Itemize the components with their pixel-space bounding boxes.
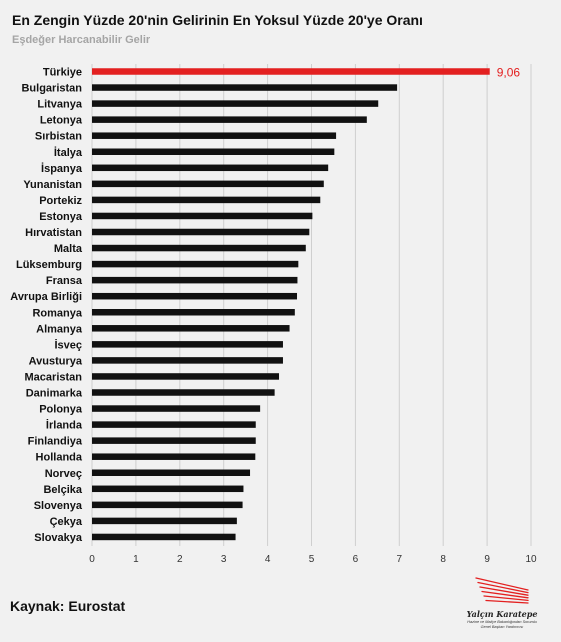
- category-label: Norveç: [45, 468, 82, 480]
- bar: [92, 517, 237, 525]
- chart-subtitle: Eşdeğer Harcanabilir Gelir: [12, 34, 151, 46]
- bar: [92, 260, 299, 268]
- fan-lines-icon: [475, 577, 529, 604]
- bar: [92, 501, 243, 509]
- category-label: Fransa: [46, 275, 83, 287]
- gridlines: [91, 64, 532, 546]
- bar: [92, 212, 313, 220]
- bar: [92, 164, 329, 172]
- logo-line-1: Hazine ve Maliye Bakanlığından Sorumlu: [467, 620, 537, 624]
- category-label: Hollanda: [36, 452, 83, 464]
- bar: [92, 116, 367, 123]
- bar: [92, 437, 256, 444]
- value-label: 9,06: [497, 66, 521, 80]
- x-tick-label: 6: [353, 554, 359, 565]
- bar: [92, 309, 295, 316]
- x-tick-label: 4: [265, 554, 271, 565]
- bar: [92, 453, 256, 460]
- x-tick-label: 0: [89, 554, 95, 565]
- bar: [92, 180, 324, 188]
- category-labels: Türkiye 9,06 Bulgaristan Litvanya Letonya Sır…: [10, 66, 520, 544]
- category-label: İsveç: [54, 338, 82, 351]
- category-label: Slovenya: [34, 500, 83, 512]
- x-tick-label: 8: [440, 554, 446, 565]
- category-label: Macaristan: [25, 371, 83, 383]
- bar: [92, 469, 251, 476]
- category-label: Sırbistan: [35, 131, 82, 143]
- x-tick-label: 5: [309, 554, 315, 565]
- bar: [92, 405, 261, 412]
- category-label: Türkiye: [43, 67, 82, 79]
- category-label: Portekiz: [39, 195, 82, 207]
- logo-name: Yalçın Karatepe: [466, 609, 538, 619]
- category-label: Belçika: [43, 484, 82, 496]
- bar: [92, 533, 236, 541]
- category-label: Estonya: [39, 211, 83, 223]
- category-label: Avrupa Birliği: [10, 291, 82, 303]
- category-label: Slovakya: [34, 532, 83, 544]
- bar: [92, 485, 244, 493]
- bar: [92, 196, 321, 204]
- category-label: İtalya: [54, 146, 83, 159]
- x-tick-label: 2: [177, 554, 183, 565]
- category-label: İspanya: [41, 162, 83, 175]
- category-label: Malta: [54, 243, 83, 255]
- logo: Yalçın Karatepe Hazine ve Maliye Bakanlı…: [452, 572, 552, 638]
- bar: [92, 68, 490, 75]
- bar: [92, 373, 280, 380]
- bar: [92, 244, 306, 252]
- bar: [92, 389, 275, 396]
- category-label: Almanya: [36, 323, 83, 335]
- x-tick-label: 3: [221, 554, 227, 565]
- x-tick-label: 7: [397, 554, 403, 565]
- bar: [92, 357, 283, 364]
- bar: [92, 228, 310, 236]
- bar: [92, 132, 337, 139]
- bar: [92, 325, 290, 332]
- x-tick-label: 1: [133, 554, 139, 565]
- category-label: Lüksemburg: [16, 259, 82, 271]
- source-note: Kaynak: Eurostat: [10, 598, 126, 614]
- bar: [92, 341, 283, 348]
- bar: [92, 421, 256, 428]
- category-label: Yunanistan: [23, 179, 82, 191]
- category-label: Litvanya: [37, 99, 83, 111]
- category-label: Polonya: [39, 404, 83, 416]
- bar: [92, 148, 335, 155]
- category-label: Danimarka: [26, 388, 83, 400]
- chart-title: En Zengin Yüzde 20'nin Gelirinin En Yoks…: [12, 12, 423, 28]
- bar: [92, 84, 398, 91]
- category-label: Romanya: [32, 307, 82, 319]
- category-label: Letonya: [40, 115, 83, 127]
- x-tick-label: 9: [484, 554, 490, 565]
- bar: [92, 276, 298, 284]
- x-axis-ticks: 0 1 2 3 4 5 6 7 8 9 10: [89, 554, 537, 565]
- x-tick-label: 10: [525, 554, 537, 565]
- category-label: Çekya: [50, 516, 83, 528]
- category-label: İrlanda: [46, 419, 83, 432]
- bar: [92, 292, 298, 300]
- bar: [92, 100, 379, 107]
- category-label: Avusturya: [29, 355, 83, 367]
- logo-line-2: Genel Başkan Yardımcısı: [480, 625, 524, 629]
- category-label: Hırvatistan: [25, 227, 82, 239]
- category-label: Bulgaristan: [21, 83, 82, 95]
- bars: [92, 68, 490, 541]
- category-label: Finlandiya: [28, 436, 83, 448]
